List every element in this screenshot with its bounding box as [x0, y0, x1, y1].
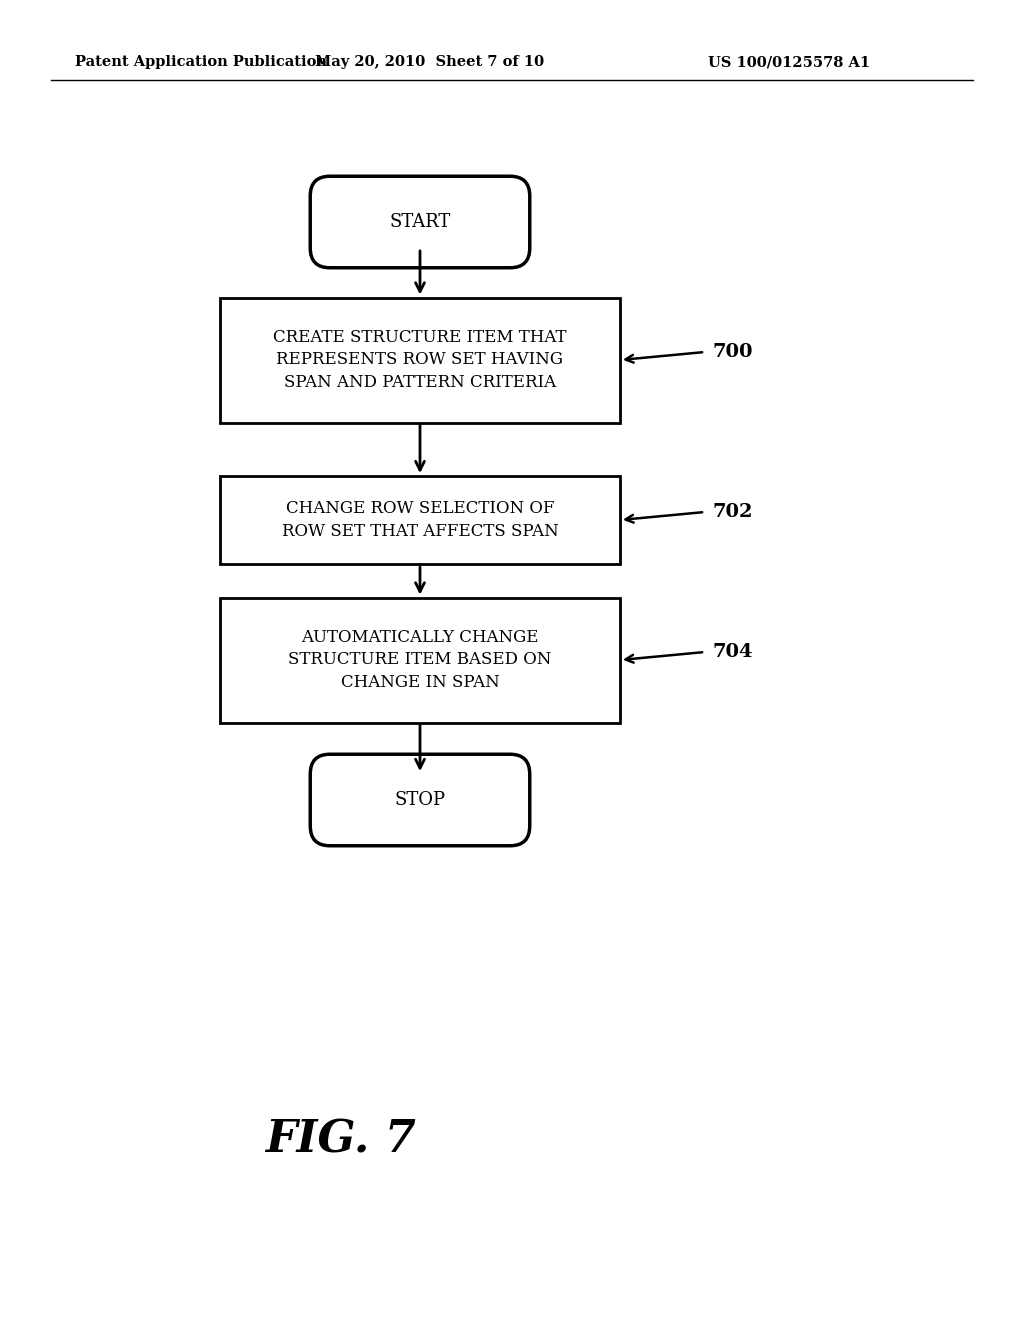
- Text: FIG. 7: FIG. 7: [265, 1118, 416, 1162]
- Text: AUTOMATICALLY CHANGE
STRUCTURE ITEM BASED ON
CHANGE IN SPAN: AUTOMATICALLY CHANGE STRUCTURE ITEM BASE…: [289, 630, 552, 690]
- Text: 704: 704: [713, 643, 754, 661]
- Text: May 20, 2010  Sheet 7 of 10: May 20, 2010 Sheet 7 of 10: [315, 55, 545, 69]
- Bar: [220, 598, 620, 722]
- Text: CREATE STRUCTURE ITEM THAT
REPRESENTS ROW SET HAVING
SPAN AND PATTERN CRITERIA: CREATE STRUCTURE ITEM THAT REPRESENTS RO…: [273, 329, 566, 391]
- Text: 700: 700: [713, 343, 754, 360]
- Text: START: START: [389, 213, 451, 231]
- FancyBboxPatch shape: [310, 754, 529, 846]
- Bar: [220, 477, 620, 564]
- Text: STOP: STOP: [394, 791, 445, 809]
- Text: US 100/0125578 A1: US 100/0125578 A1: [708, 55, 870, 69]
- Text: 702: 702: [713, 503, 754, 521]
- Text: CHANGE ROW SELECTION OF
ROW SET THAT AFFECTS SPAN: CHANGE ROW SELECTION OF ROW SET THAT AFF…: [282, 500, 558, 540]
- Text: Patent Application Publication: Patent Application Publication: [75, 55, 327, 69]
- Bar: [220, 297, 620, 422]
- FancyBboxPatch shape: [310, 177, 529, 268]
